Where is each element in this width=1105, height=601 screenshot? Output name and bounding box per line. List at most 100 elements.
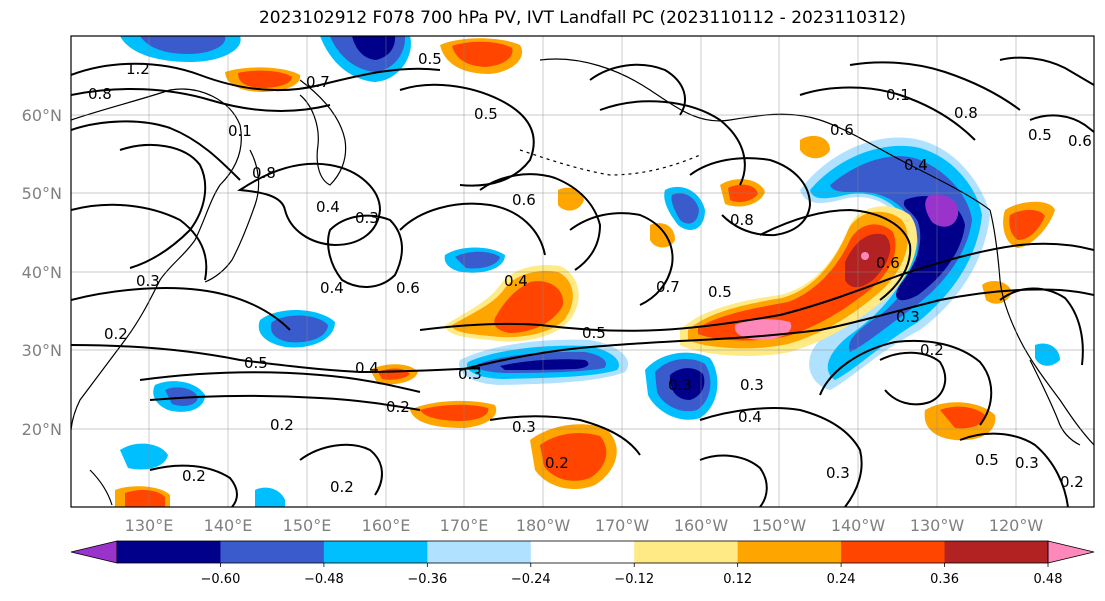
contour-line — [699, 407, 863, 507]
contour-line — [799, 86, 976, 141]
colorbar-segment — [841, 541, 946, 563]
contour-label: 0.2 — [920, 341, 944, 359]
contour-label: 0.4 — [904, 156, 928, 174]
pv-shade-negative — [140, 36, 226, 54]
contour-label: 0.3 — [458, 365, 482, 383]
coastline-baja — [1029, 359, 1081, 446]
contour-label: 0.7 — [306, 73, 330, 91]
contour-label: 0.6 — [876, 254, 900, 272]
pv-shade-negative — [1035, 343, 1060, 366]
colorbar-segment — [944, 541, 1049, 563]
contour-label: 0.5 — [582, 324, 606, 342]
contour-line — [959, 432, 1069, 507]
coastline-alaska — [539, 58, 991, 211]
coastline-asia — [71, 88, 242, 431]
pv-shade-positive — [494, 281, 564, 333]
contour-label: 0.8 — [954, 104, 978, 122]
contour-label: 0.3 — [740, 376, 764, 394]
contour-label: 0.8 — [88, 85, 112, 103]
contour-label: 0.3 — [512, 418, 536, 436]
lon-label: 140°W — [831, 516, 886, 535]
contour-label: 0.4 — [320, 279, 344, 297]
longitude-labels: 130°E 140°E 150°E 160°E 170°E 180°W 170°… — [125, 516, 1044, 535]
pc-contours — [71, 56, 1094, 507]
contour-line — [419, 242, 1094, 332]
colorbar-segment — [427, 541, 532, 563]
contour-label: 0.5 — [418, 50, 442, 68]
pv-shade-negative — [925, 194, 959, 227]
colorbar-tick-label: 0.36 — [930, 572, 959, 587]
pv-shade-negative — [352, 36, 396, 60]
lat-label: 60°N — [22, 106, 62, 125]
pv-shade-positive — [1009, 209, 1045, 240]
coastline-philippines — [89, 469, 113, 506]
contour-label: 0.2 — [545, 454, 569, 472]
contour-label: 0.6 — [830, 121, 854, 139]
contour-line — [479, 173, 602, 271]
colorbar-tick-label: −0.12 — [614, 572, 654, 587]
pv-shade-positive — [845, 233, 891, 288]
pv-shade-negative — [255, 487, 285, 507]
lat-label: 40°N — [22, 263, 62, 282]
contour-line — [299, 443, 383, 496]
contour-label: 0.5 — [244, 354, 268, 372]
lon-label: 170°E — [440, 516, 489, 535]
colorbar-tick-label: −0.48 — [304, 572, 344, 587]
lat-label: 20°N — [22, 420, 62, 439]
coastline-aleutians — [519, 149, 701, 176]
contour-label: 0.7 — [656, 278, 680, 296]
contour-line — [879, 351, 947, 406]
contour-line — [1029, 114, 1094, 133]
lon-label: 130°E — [125, 516, 174, 535]
contour-line — [999, 56, 1094, 86]
coastline-kamchatka — [299, 79, 347, 186]
contour-label: 0.2 — [104, 325, 128, 343]
colorbar-segment — [323, 541, 428, 563]
contour-label: 0.5 — [975, 451, 999, 469]
contour-line — [71, 203, 208, 281]
pv-shade-negative — [455, 251, 500, 269]
pv-shade-positive — [452, 41, 513, 67]
contour-label: 0.5 — [708, 283, 732, 301]
pv-shade-negative — [500, 359, 589, 370]
lon-label: 160°E — [362, 516, 411, 535]
colorbar-extend-low — [70, 540, 118, 564]
contour-line — [139, 371, 421, 393]
contour-label: 0.4 — [738, 408, 762, 426]
contour-label: 0.4 — [504, 272, 528, 290]
contour-line — [569, 212, 674, 306]
pv-shade-positive — [861, 252, 869, 260]
contour-label: 0.3 — [896, 308, 920, 326]
pv-shade-positive — [540, 433, 607, 481]
colorbar-segment — [634, 541, 739, 563]
colorbar-tick-label: 0.24 — [827, 572, 856, 587]
colorbar-tick-label: −0.36 — [407, 572, 447, 587]
colorbar-segment — [530, 541, 635, 563]
contour-label: 0.2 — [386, 398, 410, 416]
pv-shade-negative — [669, 368, 705, 400]
contour-label: 0.3 — [136, 272, 160, 290]
pv-shade-negative — [270, 315, 328, 343]
contour-label: 0.2 — [182, 467, 206, 485]
contour-label: 0.2 — [1060, 473, 1084, 491]
contour-line — [71, 120, 241, 181]
coastline-north-america — [989, 209, 1094, 446]
contour-line — [71, 62, 441, 92]
contour-line — [399, 83, 535, 187]
contour-line — [849, 61, 1021, 111]
contour-label: 0.6 — [1068, 132, 1092, 150]
lon-label: 160°W — [674, 516, 729, 535]
contour-line — [119, 144, 207, 269]
contour-label: 0.1 — [886, 86, 910, 104]
map-title: 2023102912 F078 700 hPa PV, IVT Landfall… — [258, 8, 906, 28]
pv-shade-negative — [120, 443, 168, 470]
colorbar-segment — [737, 541, 842, 563]
contour-label: 0.2 — [330, 478, 354, 496]
contour-line — [489, 415, 641, 456]
map-frame — [70, 35, 1095, 508]
colorbar-frame — [116, 540, 1049, 564]
contour-line — [819, 339, 993, 426]
contour-line — [599, 100, 746, 186]
graticule — [71, 36, 1094, 507]
